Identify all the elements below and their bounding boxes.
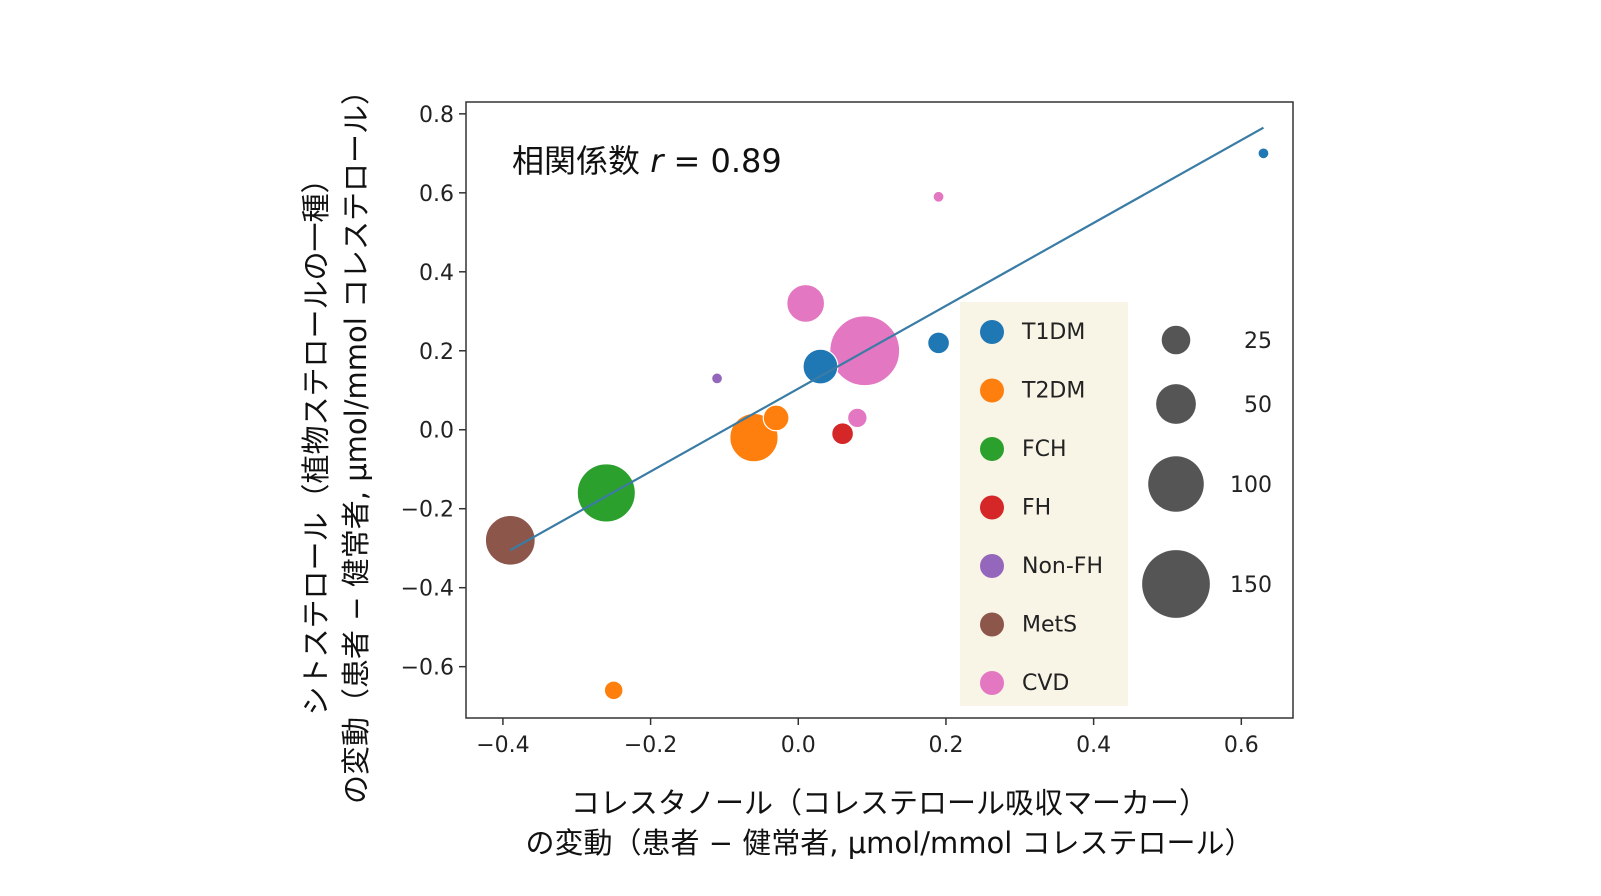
annotation-prefix: 相関係数 [512, 142, 650, 180]
x-tick-label: 0.6 [1224, 733, 1259, 758]
legend-marker-fh [980, 495, 1004, 520]
data-point-mets [484, 514, 536, 566]
x-axis-label-line2: の変動（患者 − 健常者, μmol/mmol コレステロール） [526, 826, 1254, 860]
plot-frame [465, 101, 1294, 719]
size-legend-label: 100 [1230, 473, 1272, 498]
y-tick-label: 0.2 [419, 340, 454, 365]
x-axis-label: コレスタノール（コレステロール吸収マーカー） [571, 786, 1208, 820]
data-point-cvd [786, 283, 826, 323]
legend-label-non-fh: Non-FH [1022, 554, 1103, 579]
y-axis-label-line2: の変動（患者 − 健常者, μmol/mmol コレステロール） [339, 76, 373, 804]
legend-label-t1dm: T1DM [1021, 320, 1085, 345]
data-point-fch [576, 463, 637, 523]
size-legend-label: 25 [1244, 329, 1272, 354]
y-tick-label: 0.4 [419, 261, 454, 286]
y-tick-label: 0.0 [419, 419, 454, 444]
y-tick-label: −0.4 [401, 577, 454, 602]
data-point-fh [831, 422, 855, 446]
x-tick-label: 0.0 [781, 733, 816, 758]
legend-marker-non-fh [980, 554, 1004, 578]
legend-label-mets: MetS [1022, 613, 1077, 638]
legend-marker-fch [980, 437, 1004, 461]
legend-marker-mets [980, 612, 1004, 637]
data-point-non-fh [710, 372, 724, 385]
size-legend-marker [1156, 384, 1196, 424]
annotation-r-symbol: r [650, 142, 665, 180]
x-tick-label: −0.2 [624, 733, 677, 758]
x-tick-label: 0.4 [1076, 733, 1111, 758]
annotation-value: = 0.89 [663, 142, 781, 180]
legend-marker-t2dm [980, 378, 1004, 403]
y-tick-label: −0.2 [401, 498, 454, 523]
legend-label-cvd: CVD [1022, 671, 1069, 696]
data-point-t2dm [762, 404, 790, 432]
y-tick-label: −0.6 [401, 656, 454, 681]
x-tick-label: 0.2 [928, 733, 963, 758]
size-legend-marker [1161, 325, 1191, 355]
size-legend-marker [1142, 550, 1210, 618]
size-legend-label: 50 [1244, 393, 1272, 418]
x-tick-label: −0.4 [476, 733, 529, 758]
data-point-t1dm [1257, 147, 1270, 160]
data-point-cvd [932, 190, 945, 203]
data-point-t1dm [802, 348, 839, 385]
y-tick-label: 0.8 [419, 103, 454, 128]
data-point-cvd [846, 407, 868, 429]
legend-marker-t1dm [980, 320, 1004, 344]
legend-label-fch: FCH [1022, 437, 1067, 462]
legend-marker-cvd [980, 671, 1004, 695]
size-legend-marker [1148, 456, 1204, 512]
data-point-t1dm [927, 331, 951, 355]
legend-label-fh: FH [1022, 496, 1051, 521]
correlation-annotation: 相関係数 r = 0.89 [512, 142, 782, 180]
y-tick-label: 0.6 [419, 182, 454, 207]
data-point-t2dm [603, 680, 624, 701]
legend-label-t2dm: T2DM [1021, 379, 1085, 404]
size-legend-label: 150 [1230, 573, 1272, 598]
y-axis-label: シトステロール（植物ステロールの一種） [299, 164, 333, 715]
regression-line [509, 126, 1265, 552]
